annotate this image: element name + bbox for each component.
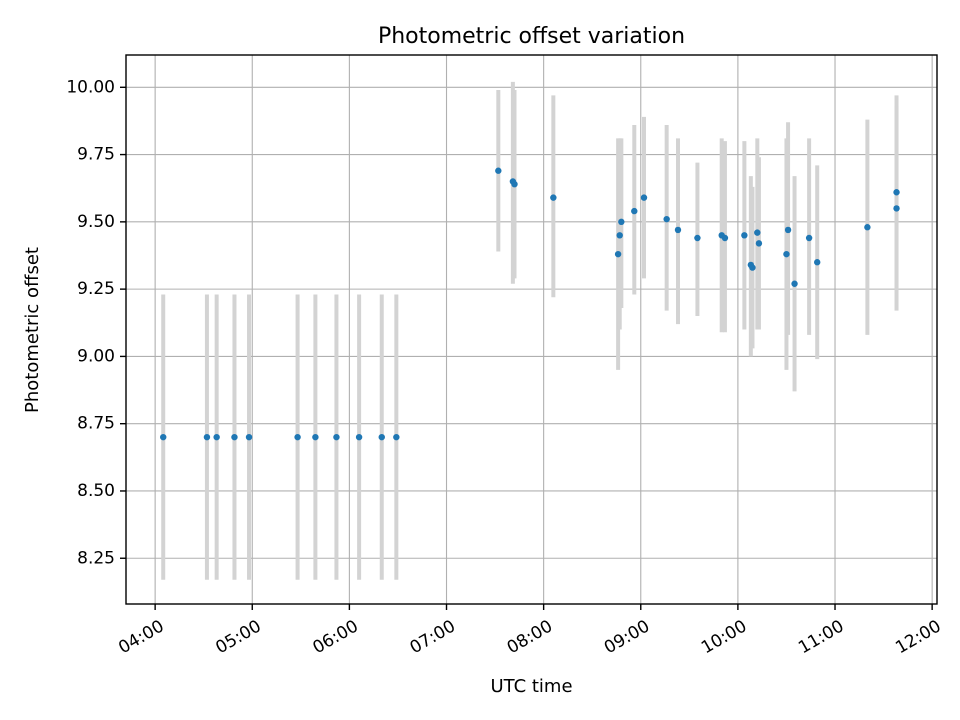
data-point (783, 250, 790, 258)
data-point (640, 194, 648, 201)
y-tick-label: 10.00 (66, 77, 115, 97)
y-tick-label: 8.25 (77, 548, 115, 568)
data-point (333, 433, 340, 441)
y-tick-label: 9.75 (77, 145, 115, 165)
data-point (741, 232, 748, 239)
data-point (814, 259, 821, 266)
y-tick-label: 8.50 (77, 481, 115, 501)
data-point (663, 215, 670, 223)
plot-frame (125, 54, 938, 605)
data-point (614, 250, 622, 258)
data-point (616, 232, 623, 239)
data-point (378, 433, 385, 441)
data-point (893, 205, 900, 212)
data-point (203, 433, 211, 441)
data-point (511, 180, 518, 188)
data-points (160, 167, 900, 441)
data-point (631, 207, 638, 215)
data-point (749, 264, 756, 271)
y-axis-label: Photometric offset (22, 247, 43, 413)
data-point (355, 433, 363, 441)
grid (126, 55, 937, 604)
data-point (893, 189, 900, 196)
data-point (721, 234, 729, 242)
data-point (864, 224, 871, 231)
data-point (393, 433, 400, 441)
data-point (294, 433, 301, 441)
data-point (550, 194, 557, 201)
data-point (495, 167, 502, 174)
data-point (754, 229, 761, 236)
data-point (213, 433, 220, 441)
data-point (618, 218, 625, 226)
data-point (784, 226, 792, 234)
data-point (312, 433, 319, 441)
data-point (231, 433, 238, 441)
y-tick-label: 8.75 (77, 414, 115, 434)
data-point (160, 433, 167, 441)
chart-title: Photometric offset variation (378, 24, 685, 49)
y-tick-label: 9.25 (77, 279, 115, 299)
data-point (755, 240, 763, 247)
data-point (791, 280, 798, 287)
y-tick-label: 9.50 (77, 212, 115, 232)
data-point (245, 433, 253, 441)
x-axis-label: UTC time (490, 676, 572, 697)
data-point (694, 234, 701, 242)
data-point (805, 234, 813, 242)
data-point (674, 226, 682, 234)
y-tick-label: 9.00 (77, 346, 115, 366)
